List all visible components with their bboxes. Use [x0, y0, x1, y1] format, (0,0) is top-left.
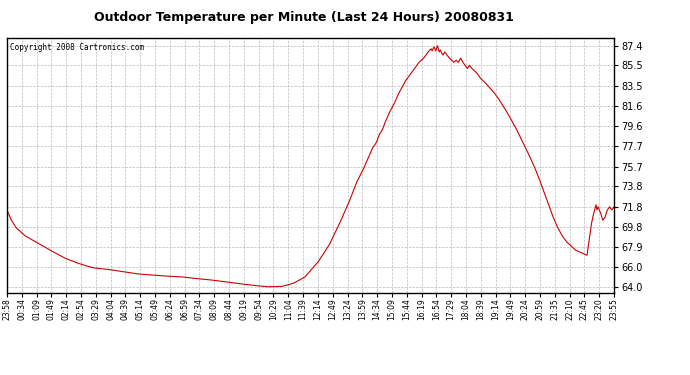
Text: Outdoor Temperature per Minute (Last 24 Hours) 20080831: Outdoor Temperature per Minute (Last 24 …	[94, 11, 513, 24]
Text: Copyright 2008 Cartronics.com: Copyright 2008 Cartronics.com	[10, 43, 144, 52]
